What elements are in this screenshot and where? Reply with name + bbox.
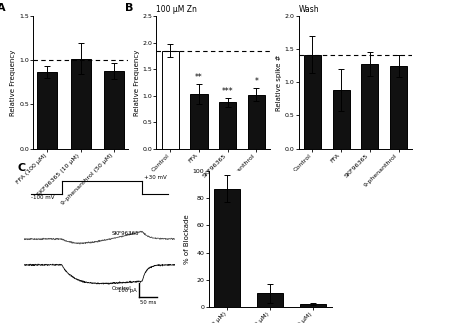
Bar (219, 102, 236, 149)
Bar (257, 293, 283, 307)
Text: -100 mV: -100 mV (31, 195, 55, 200)
Text: SKF96365: SKF96365 (112, 231, 139, 236)
Bar (301, 304, 326, 307)
Y-axis label: % of Blockade: % of Blockade (184, 214, 190, 264)
Bar (191, 94, 208, 149)
Bar (104, 71, 124, 149)
Bar (162, 51, 179, 149)
Bar (390, 66, 407, 149)
Y-axis label: Relative spike #: Relative spike # (276, 54, 282, 110)
Text: Control: Control (112, 286, 131, 291)
Y-axis label: Relative Frequency: Relative Frequency (10, 49, 17, 116)
Text: **: ** (195, 73, 203, 82)
Bar (214, 189, 240, 307)
Text: 100 pA: 100 pA (118, 287, 137, 293)
Text: *: * (255, 77, 258, 86)
Bar (71, 58, 91, 149)
Text: +30 mV: +30 mV (144, 175, 167, 180)
Bar (248, 95, 265, 149)
Text: B: B (125, 3, 133, 13)
Bar (333, 90, 350, 149)
Text: Wash: Wash (299, 5, 319, 14)
Text: ***: *** (222, 87, 234, 96)
Bar (37, 72, 57, 149)
Text: C: C (18, 163, 26, 173)
Bar (304, 55, 321, 149)
Bar (361, 64, 378, 149)
Text: 100 μM Zn: 100 μM Zn (156, 5, 197, 14)
Y-axis label: Relative Frequency: Relative Frequency (134, 49, 140, 116)
Text: 50 ms: 50 ms (140, 300, 156, 305)
Text: A: A (0, 3, 6, 13)
